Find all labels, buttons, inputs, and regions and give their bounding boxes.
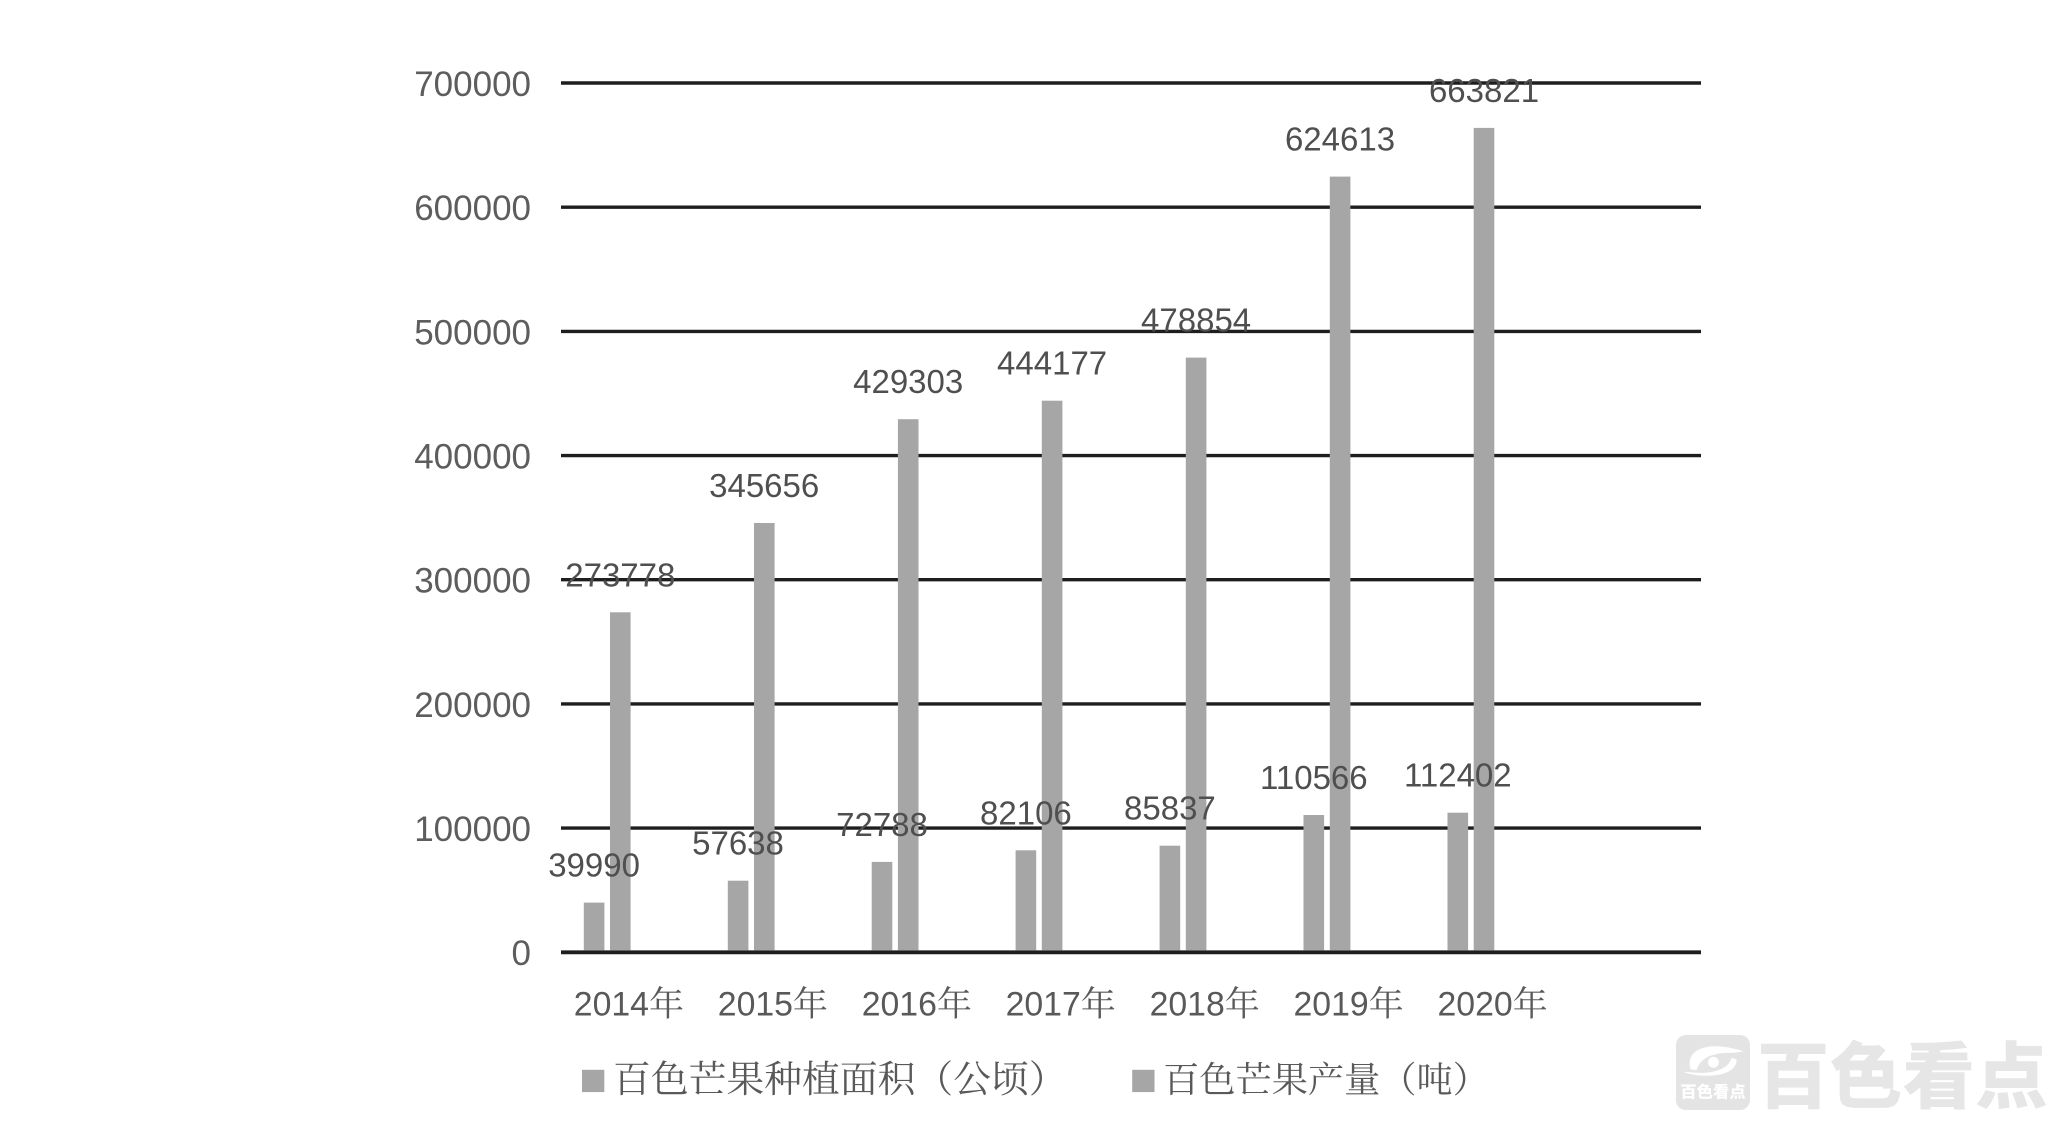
svg-text:110566: 110566 <box>1260 759 1368 796</box>
svg-text:273778: 273778 <box>565 556 675 593</box>
svg-text:85837: 85837 <box>1124 790 1216 827</box>
svg-text:82106: 82106 <box>980 794 1072 831</box>
svg-text:663821: 663821 <box>1429 72 1539 109</box>
svg-text:345656: 345656 <box>709 467 819 504</box>
svg-text:600000: 600000 <box>414 189 531 228</box>
svg-text:2018: 2018 <box>1150 986 1225 1024</box>
svg-text:700000: 700000 <box>414 65 531 104</box>
svg-text:0: 0 <box>512 934 531 973</box>
svg-text:478854: 478854 <box>1141 302 1251 339</box>
svg-text:2014: 2014 <box>574 986 649 1024</box>
svg-text:112402: 112402 <box>1404 757 1512 794</box>
svg-text:624613: 624613 <box>1285 121 1395 158</box>
svg-text:39990: 39990 <box>548 847 640 884</box>
svg-text:429303: 429303 <box>853 363 963 400</box>
svg-text:2019: 2019 <box>1294 986 1369 1024</box>
svg-text:2016: 2016 <box>862 986 937 1024</box>
svg-text:2020: 2020 <box>1438 986 1513 1024</box>
svg-text:72788: 72788 <box>836 806 928 843</box>
svg-text:500000: 500000 <box>414 313 531 352</box>
svg-text:2015: 2015 <box>718 986 793 1024</box>
svg-text:400000: 400000 <box>414 438 531 477</box>
svg-text:100000: 100000 <box>414 810 531 849</box>
svg-text:57638: 57638 <box>692 825 784 862</box>
svg-text:200000: 200000 <box>414 686 531 725</box>
svg-text:2017: 2017 <box>1006 986 1081 1024</box>
svg-text:444177: 444177 <box>997 345 1107 382</box>
svg-text:300000: 300000 <box>414 562 531 601</box>
